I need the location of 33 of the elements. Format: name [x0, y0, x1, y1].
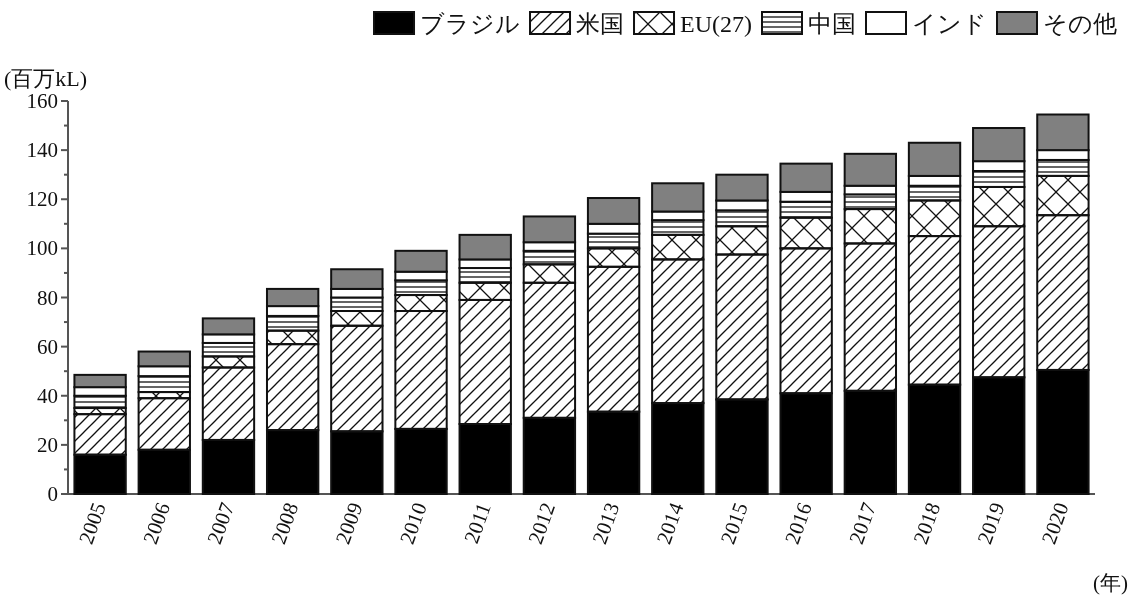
y-tick-label: 100: [26, 236, 58, 261]
x-tick-label: 2008: [266, 499, 304, 548]
legend-label: 米国: [576, 11, 625, 37]
x-tick-label: 2015: [715, 499, 753, 548]
legend-label: 中国: [808, 11, 856, 37]
y-tick-label: 80: [37, 285, 58, 310]
x-tick-label: 2005: [73, 499, 111, 548]
y-tick-label: 120: [26, 187, 58, 212]
y-tick-label: 160: [26, 89, 58, 113]
x-tick-label: 2016: [779, 499, 817, 548]
y-tick-label: 140: [26, 138, 58, 163]
legend-label: インド: [912, 11, 987, 37]
legend-label: その他: [1043, 11, 1117, 37]
y-tick-label: 20: [37, 432, 58, 457]
x-tick-label: 2020: [1036, 499, 1074, 548]
x-tick-label: 2009: [330, 499, 368, 548]
x-tick-label: 2019: [972, 499, 1010, 548]
x-tick-label: 2017: [844, 499, 882, 548]
x-tick-label: 2010: [394, 499, 432, 548]
x-tick-label: 2012: [523, 499, 561, 548]
x-tick-label: 2011: [459, 499, 496, 547]
y-tick-label: 40: [37, 383, 58, 408]
legend-label: EU(27): [680, 11, 752, 37]
y-tick-label: 0: [47, 482, 58, 506]
x-tick-label: 2013: [587, 499, 625, 548]
x-tick-label: 2018: [908, 499, 946, 548]
x-tick-label: 2007: [202, 499, 240, 548]
y-axis-title: (百万kL): [4, 66, 88, 91]
y-tick-label: 60: [37, 334, 58, 359]
x-tick-label: 2006: [138, 499, 175, 548]
legend-label: ブラジル: [420, 11, 521, 37]
x-tick-label: 2014: [651, 499, 689, 548]
x-axis-title: (年): [1093, 571, 1128, 595]
